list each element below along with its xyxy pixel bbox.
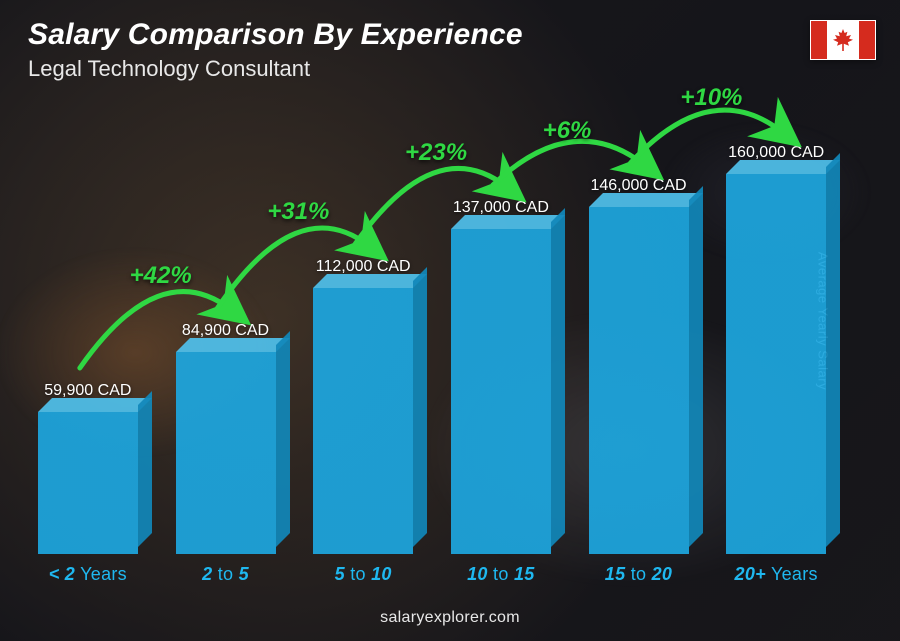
- bar-category-label: 5 to 10: [335, 564, 392, 585]
- bar-group: 137,000 CAD10 to 15: [447, 199, 555, 585]
- header: Salary Comparison By Experience Legal Te…: [28, 18, 523, 82]
- bar-front-face: [38, 412, 138, 554]
- bar-side-face: [413, 267, 427, 547]
- bar-top-face: [313, 274, 427, 288]
- bar-side-face: [276, 331, 290, 547]
- page-title: Salary Comparison By Experience: [28, 18, 523, 52]
- bar: [313, 288, 413, 554]
- increase-label: +6%: [543, 117, 592, 145]
- increase-label: +31%: [267, 198, 329, 226]
- bar-group: 59,900 CAD< 2 Years: [34, 382, 142, 585]
- page-subtitle: Legal Technology Consultant: [28, 56, 523, 82]
- bar-side-face: [551, 208, 565, 547]
- increase-label: +10%: [680, 84, 742, 112]
- bar-category-label: < 2 Years: [49, 564, 127, 585]
- bar-top-face: [451, 215, 565, 229]
- bar-top-face: [589, 193, 703, 207]
- bar-category-label: 10 to 15: [467, 564, 534, 585]
- bar-group: 84,900 CAD2 to 5: [172, 322, 280, 585]
- bar: [176, 352, 276, 554]
- increase-label: +42%: [130, 262, 192, 290]
- bar-category-label: 2 to 5: [202, 564, 249, 585]
- footer-credit: salaryexplorer.com: [0, 609, 900, 627]
- bar-top-face: [726, 160, 840, 174]
- bar: [726, 174, 826, 554]
- bar-front-face: [589, 207, 689, 554]
- maple-leaf-icon: [833, 29, 853, 51]
- increase-label: +23%: [405, 139, 467, 167]
- bar-top-face: [38, 398, 152, 412]
- bar-front-face: [726, 174, 826, 554]
- bar-category-label: 15 to 20: [605, 564, 672, 585]
- bar-group: 112,000 CAD5 to 10: [309, 258, 417, 585]
- bar-side-face: [138, 391, 152, 547]
- bar-side-face: [689, 186, 703, 547]
- country-flag-canada: [810, 20, 876, 60]
- bar-side-face: [826, 153, 840, 547]
- bar-front-face: [313, 288, 413, 554]
- bar-group: 146,000 CAD15 to 20: [585, 177, 693, 585]
- bar: [451, 229, 551, 554]
- bar-front-face: [176, 352, 276, 554]
- bar-front-face: [451, 229, 551, 554]
- flag-stripe-left: [811, 21, 827, 59]
- bar-chart: 59,900 CAD< 2 Years 84,900 CAD2 to 5 112,0…: [34, 105, 850, 585]
- bar-category-label: 20+ Years: [735, 564, 818, 585]
- bar: [38, 412, 138, 554]
- bar: [589, 207, 689, 554]
- flag-center: [827, 21, 859, 59]
- bar-group: 160,000 CAD20+ Years: [722, 144, 830, 585]
- bar-top-face: [176, 338, 290, 352]
- flag-stripe-right: [859, 21, 875, 59]
- container: Salary Comparison By Experience Legal Te…: [0, 0, 900, 641]
